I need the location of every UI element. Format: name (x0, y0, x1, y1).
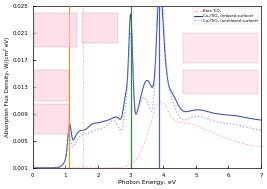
Bar (82, 13, 118, 43)
Y-axis label: Absorption Flux Density, W/(cm² eV): Absorption Flux Density, W/(cm² eV) (4, 37, 10, 137)
Bar (34, 104, 69, 134)
Bar (34, 70, 69, 101)
X-axis label: Photon Energy, eV: Photon Energy, eV (118, 180, 176, 185)
Bar (183, 33, 258, 64)
Bar (183, 70, 258, 94)
Legend: Bare TiO₂, Cu₅/TiO₂ (relaxed surface), Cu₅/TiO₂ (unrelaxed surface): Bare TiO₂, Cu₅/TiO₂ (relaxed surface), C… (193, 8, 259, 24)
Bar (34, 13, 77, 47)
